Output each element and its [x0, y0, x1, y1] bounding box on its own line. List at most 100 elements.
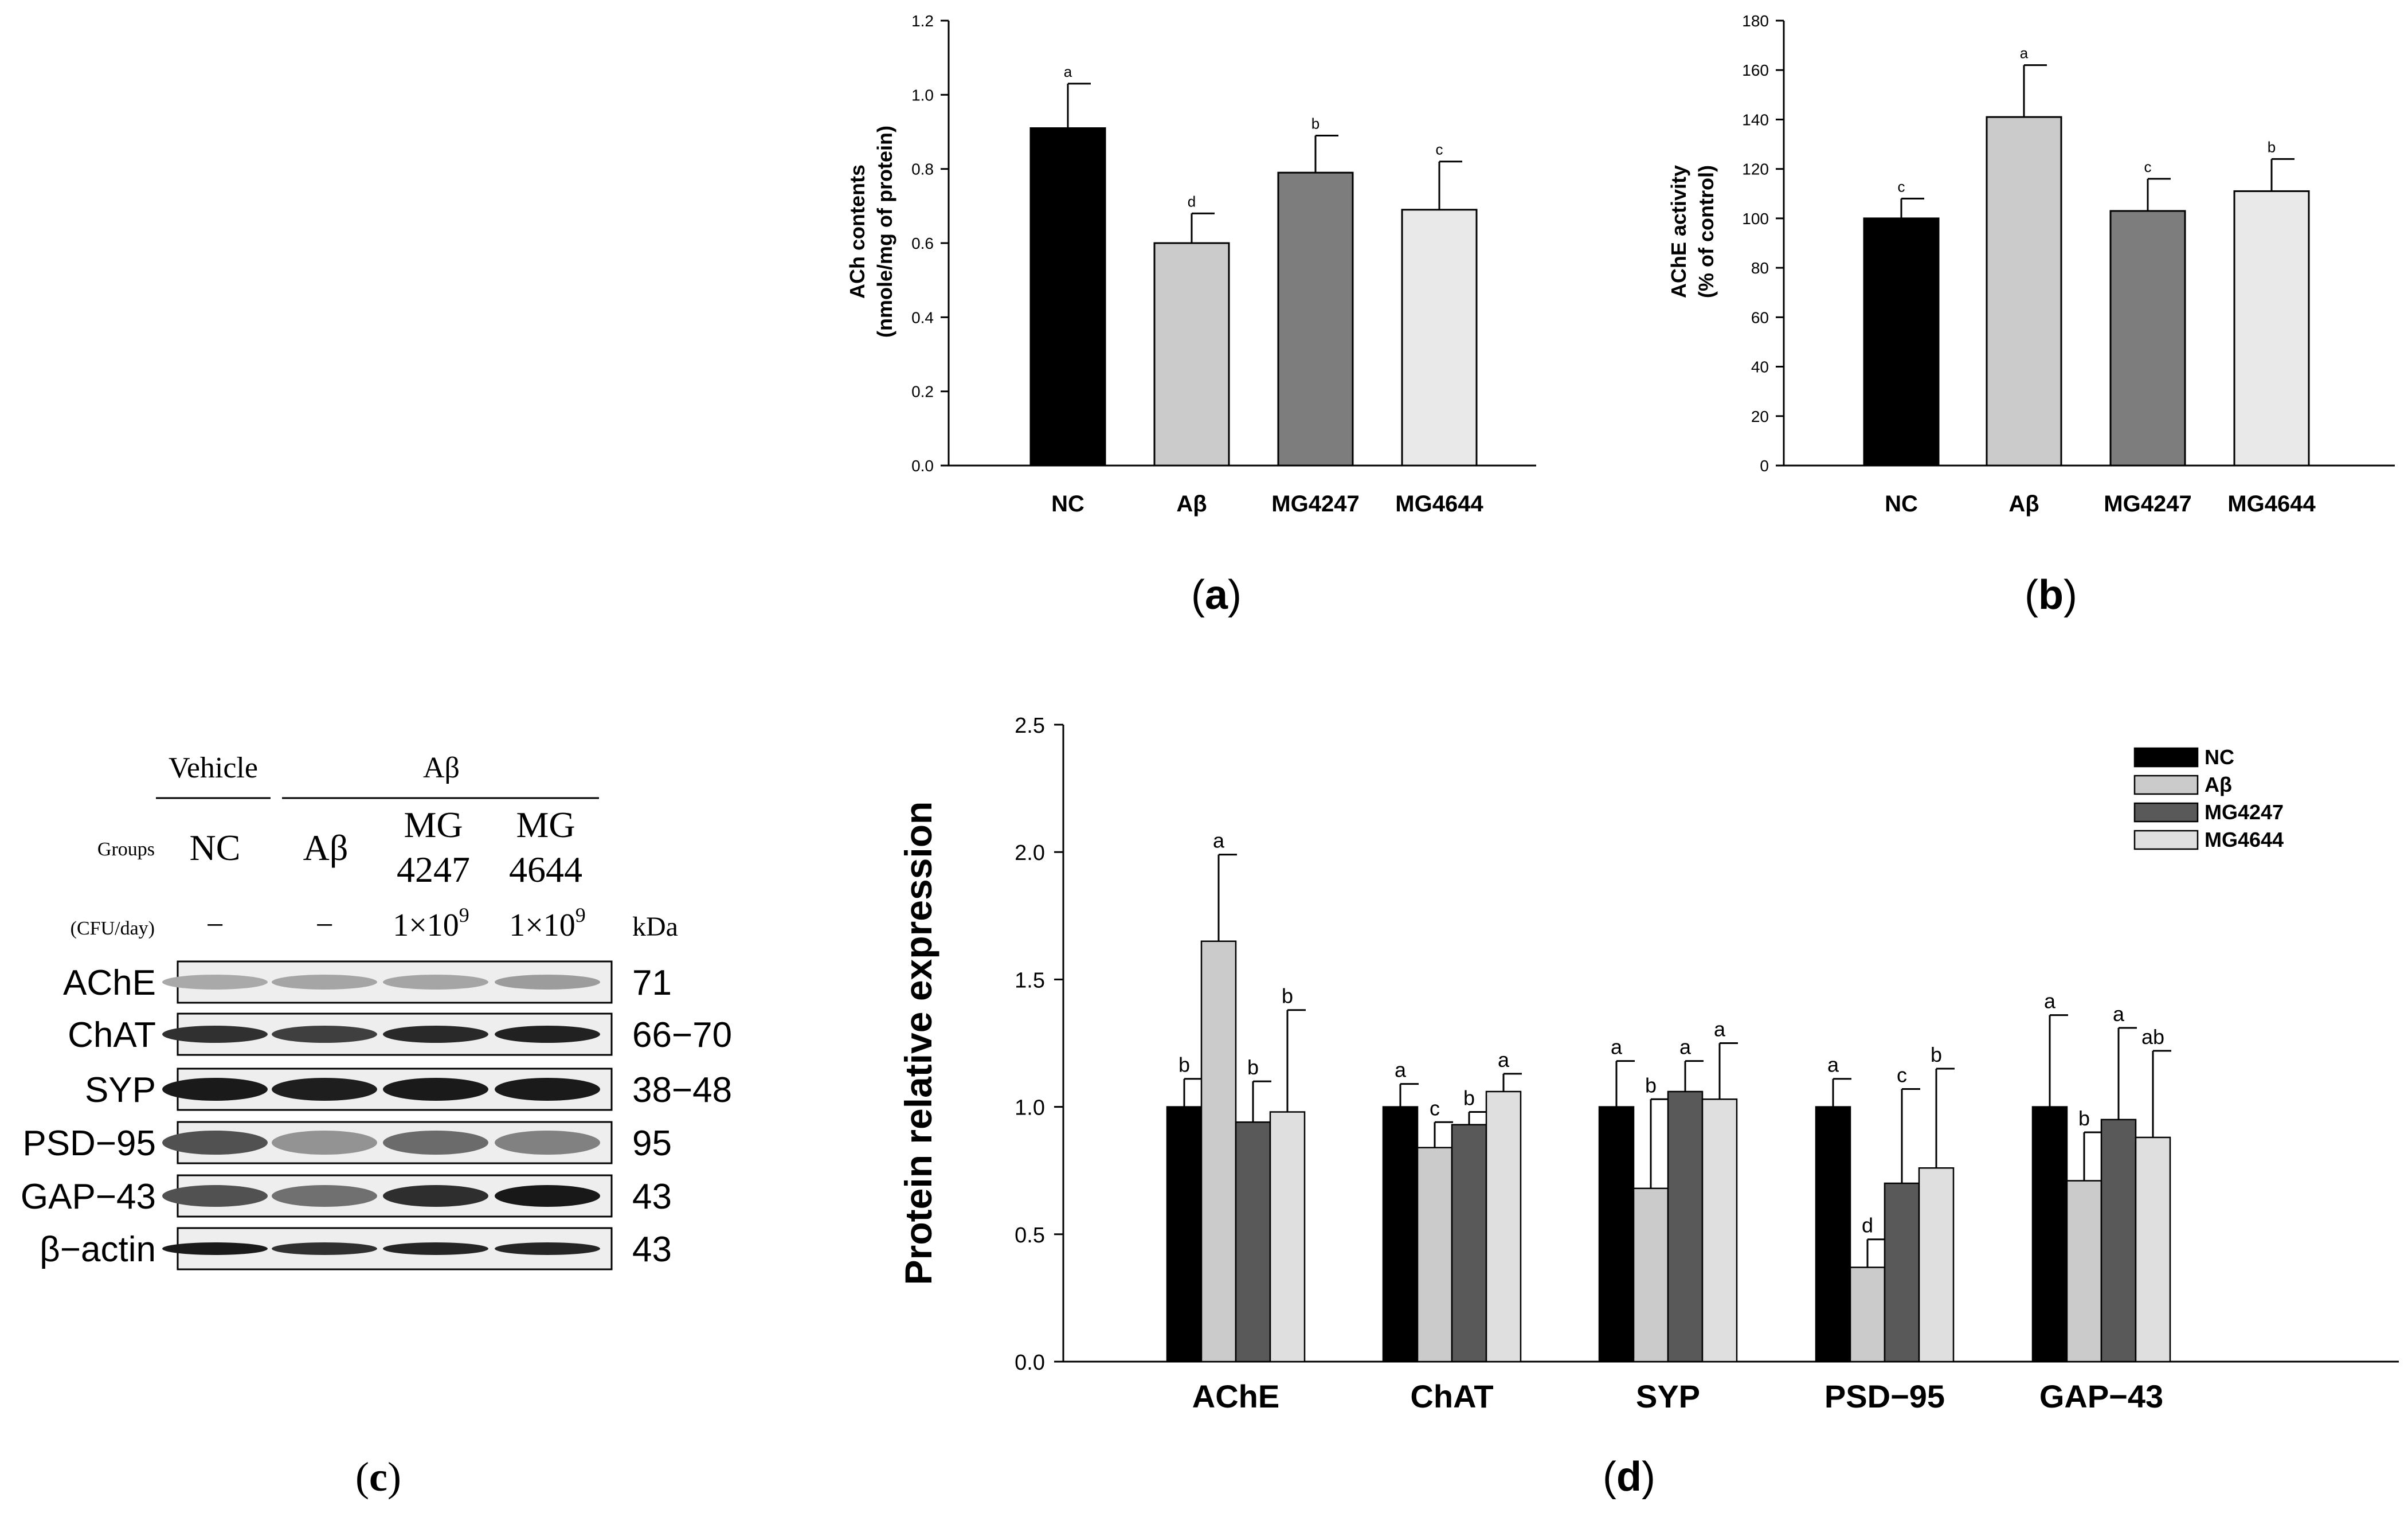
- lane-group-nc: NC: [190, 827, 241, 868]
- bar: [1863, 217, 1940, 467]
- x-category-label: PSD−95: [1824, 1378, 1945, 1414]
- blot-band: [162, 975, 268, 990]
- significance-letter: b: [1463, 1086, 1475, 1109]
- y-axis-label-line2: (% of control): [1694, 165, 1718, 298]
- y-tick-label: 2.0: [1015, 841, 1045, 865]
- significance-letter: b: [2078, 1107, 2090, 1130]
- blot-band: [495, 1078, 600, 1101]
- blot-band: [495, 975, 600, 990]
- bar: [1166, 1106, 1203, 1363]
- bar: [1269, 1111, 1306, 1363]
- blot-row: β−actin 43: [40, 1227, 672, 1270]
- chart-a: 0.0 0.2 0.4 0.6 0.8 1.0 1.2 ACh contents (nmole/…: [845, 12, 1536, 618]
- blot-band: [162, 1078, 268, 1101]
- y-tick-label: 140: [1742, 111, 1769, 128]
- blot-band: [272, 1078, 377, 1101]
- protein-name: ChAT: [68, 1015, 156, 1055]
- significance-letter: c: [1897, 1063, 1907, 1086]
- x-category-label: NC: [1885, 491, 1918, 517]
- lane-dose-mg4247: 1×109: [393, 904, 469, 943]
- chart-d: 0.0 0.5 1.0 1.5 2.0 2.5 Protein relative expre…: [897, 714, 2399, 1500]
- legend-label: NC: [2205, 745, 2234, 769]
- abeta-group-label: Aβ: [423, 752, 460, 784]
- lane-group-abeta: Aβ: [303, 827, 349, 868]
- y-tick-label: 1.5: [1015, 968, 1045, 992]
- significance-letter: b: [1247, 1055, 1259, 1079]
- blot-band: [162, 1131, 268, 1155]
- significance-letter: b: [1931, 1043, 1942, 1066]
- x-category-label: AChE: [1192, 1378, 1279, 1414]
- significance-letter: b: [1311, 115, 1319, 132]
- protein-kda: 43: [632, 1230, 672, 1269]
- lane-group-mg4247-line1: MG: [404, 804, 463, 845]
- panel-label: (a): [1191, 572, 1242, 618]
- bar: [2066, 1180, 2102, 1363]
- lane-group-mg4644-line1: MG: [516, 804, 575, 845]
- significance-letter: a: [1714, 1018, 1726, 1041]
- protein-name: SYP: [85, 1070, 156, 1110]
- y-tick-label: 60: [1751, 308, 1769, 326]
- legend-swatch: [2133, 830, 2199, 850]
- bar: [1701, 1098, 1738, 1363]
- bar: [2233, 190, 2310, 467]
- significance-letter: a: [1064, 63, 1072, 80]
- significance-letter: b: [1282, 984, 1293, 1008]
- lane-dose-abeta: −: [315, 908, 334, 943]
- significance-letter: d: [1188, 193, 1196, 210]
- lane-dose-nc: −: [206, 908, 224, 943]
- significance-letter: a: [1827, 1053, 1839, 1077]
- y-tick-label: 0.8: [911, 161, 934, 178]
- blot-band: [495, 1131, 600, 1155]
- blot-band: [162, 1242, 268, 1255]
- bar: [1416, 1147, 1453, 1363]
- y-tick-label: 80: [1751, 259, 1769, 277]
- blot-band: [162, 1185, 268, 1207]
- legend-swatch: [2133, 747, 2199, 768]
- legend-label: MG4644: [2205, 828, 2284, 851]
- legend-swatch: [2133, 802, 2199, 823]
- blot-band: [272, 1242, 377, 1255]
- significance-letter: a: [2020, 45, 2029, 62]
- blot-band: [495, 1185, 600, 1207]
- bar: [2031, 1106, 2068, 1363]
- bar: [1632, 1187, 1669, 1363]
- blot-row: ChAT 66−70: [68, 1012, 732, 1056]
- blot-band: [272, 1185, 377, 1207]
- x-category-label: ChAT: [1410, 1378, 1493, 1414]
- blot-band: [383, 975, 488, 990]
- blot-band: [272, 975, 377, 990]
- significance-letter: c: [1430, 1096, 1440, 1120]
- bar: [1235, 1121, 1271, 1363]
- y-tick-label: 160: [1742, 61, 1769, 79]
- significance-letter: d: [1862, 1214, 1873, 1237]
- protein-kda: 71: [632, 963, 672, 1003]
- bar: [1986, 116, 2062, 467]
- blot-band: [383, 1078, 488, 1101]
- significance-letter: b: [2268, 138, 2276, 155]
- significance-letter: a: [1498, 1048, 1510, 1072]
- y-tick-label: 0.6: [911, 234, 934, 252]
- significance-letter: a: [1395, 1058, 1407, 1082]
- y-tick-label: 0.0: [1015, 1351, 1045, 1375]
- protein-name: β−actin: [40, 1230, 156, 1269]
- y-axis-label-line2: (nmole/mg of protein): [873, 126, 896, 338]
- x-category-label: MG4644: [1395, 491, 1483, 517]
- x-category-label: Aβ: [1176, 491, 1207, 517]
- y-tick-label: 0.0: [911, 457, 934, 475]
- groups-label: Groups: [97, 839, 155, 860]
- legend-label: Aβ: [2205, 773, 2232, 796]
- significance-letter: c: [2144, 158, 2152, 175]
- significance-letter: c: [1436, 141, 1443, 158]
- kda-label: kDa: [632, 912, 678, 942]
- blot-band: [495, 1026, 600, 1043]
- panel-label-c: (c): [355, 1454, 401, 1500]
- blot-band: [272, 1131, 377, 1155]
- cfu-label: (CFU/day): [71, 918, 155, 939]
- significance-letter: a: [1679, 1035, 1692, 1059]
- protein-kda: 95: [632, 1124, 672, 1163]
- blot-band: [383, 1242, 488, 1255]
- blot-band: [383, 1026, 488, 1043]
- significance-letter: b: [1178, 1053, 1190, 1077]
- y-tick-label: 0.2: [911, 383, 934, 401]
- y-tick-label: 180: [1742, 12, 1769, 30]
